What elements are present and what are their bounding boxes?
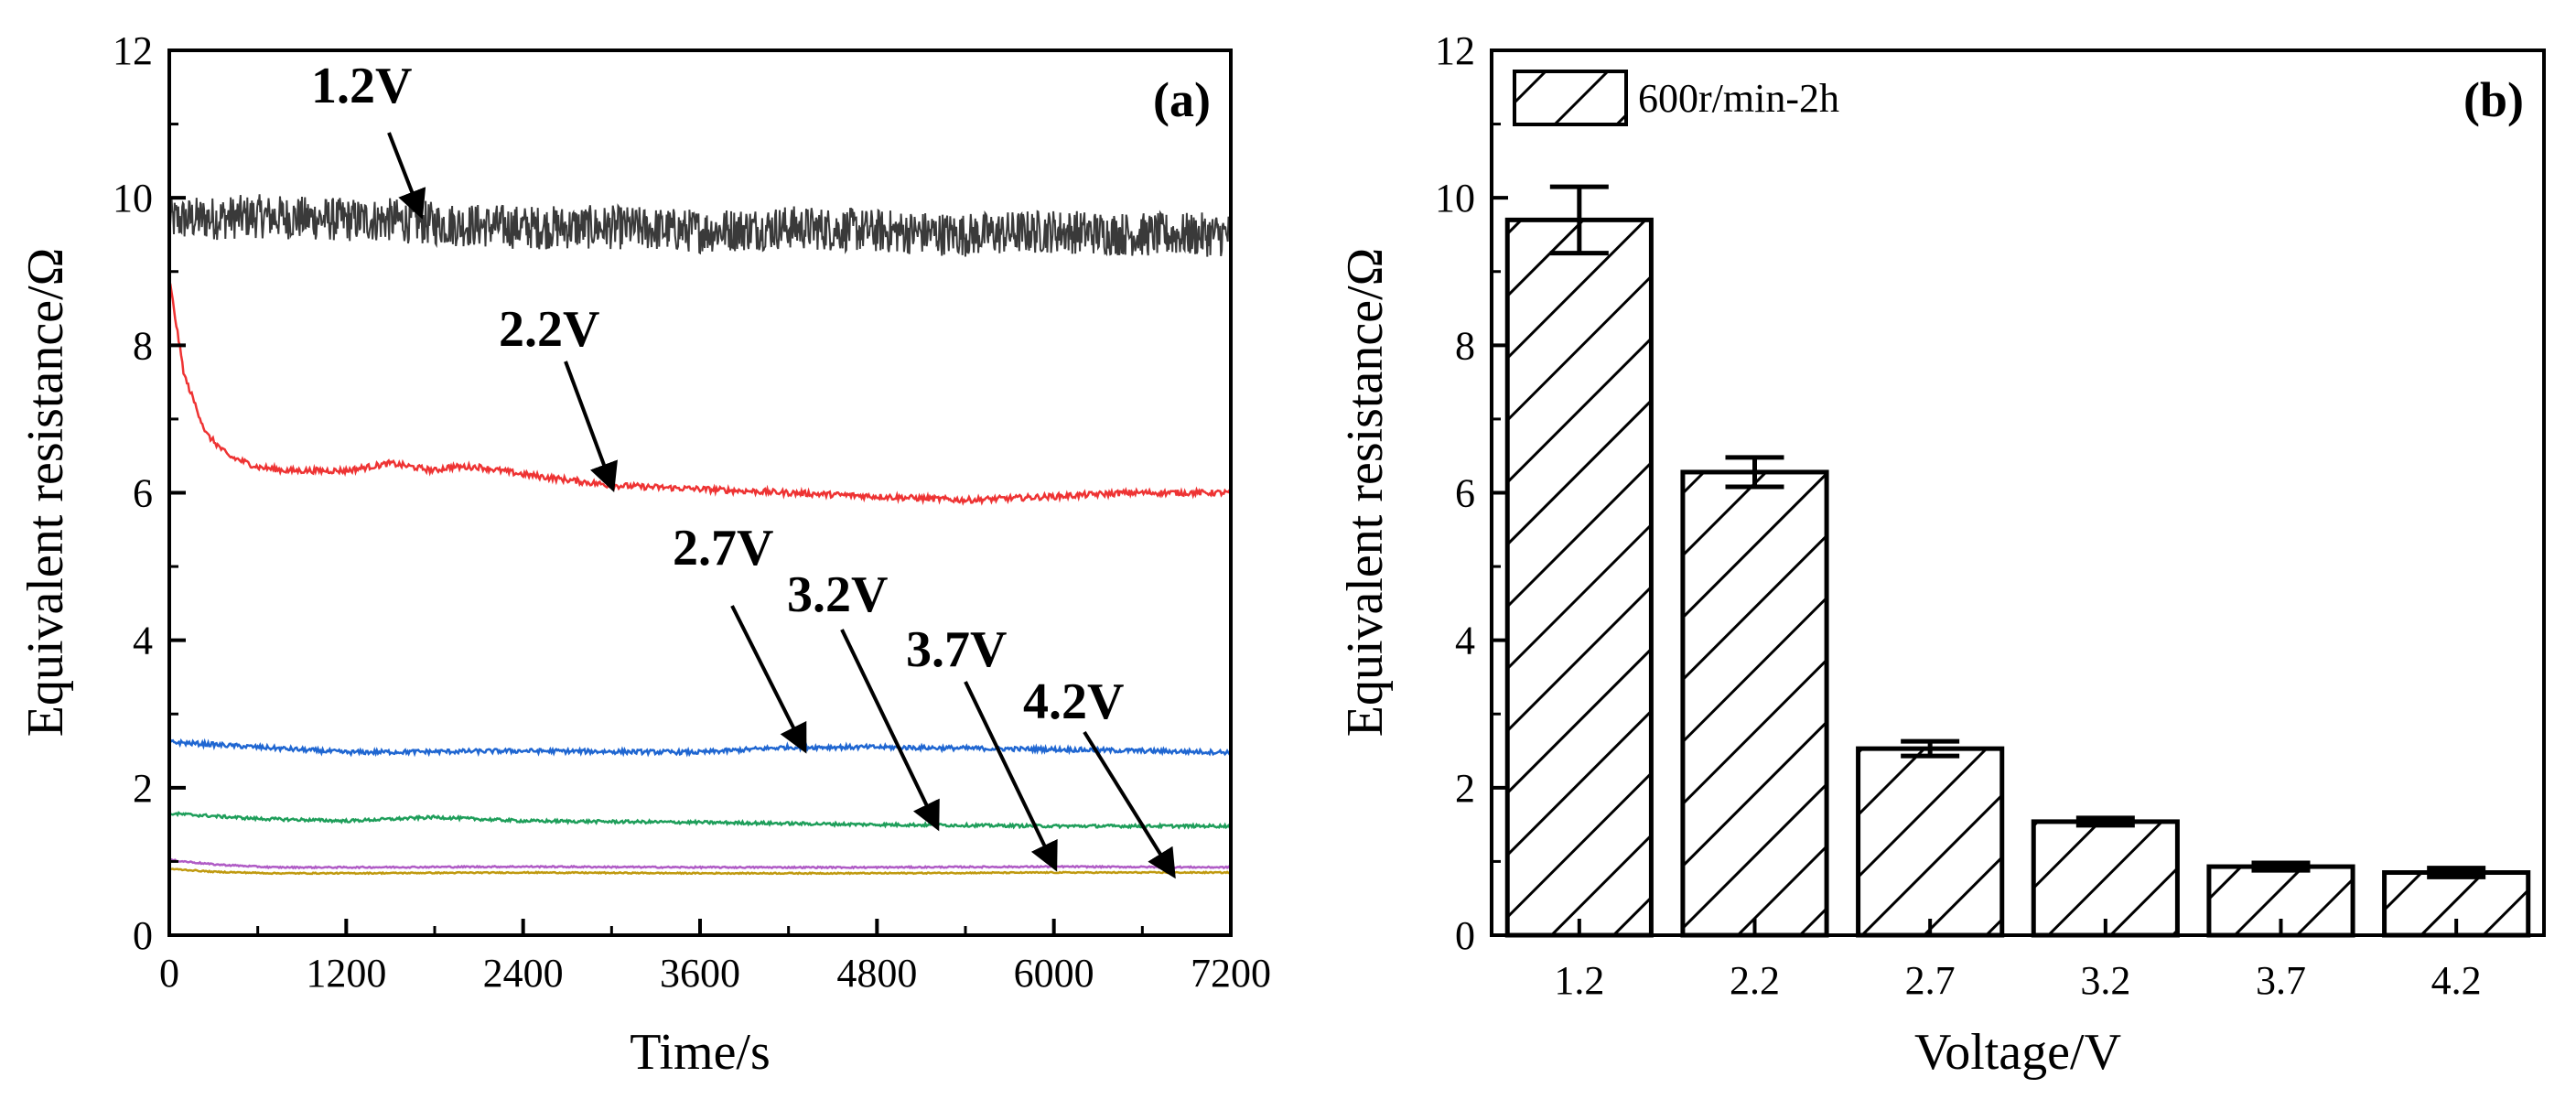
x-tick-label-a: 4800 (836, 951, 917, 996)
x-axis-title-a: Time/s (630, 1024, 771, 1081)
x-tick-label-b: 3.7 (2256, 958, 2306, 1003)
y-tick-label-a: 12 (113, 28, 153, 73)
y-tick-label-a: 0 (133, 913, 153, 958)
line-series-1.2V (169, 194, 1231, 257)
bar-1.2 (1504, 217, 1654, 938)
y-tick-label-a: 10 (113, 176, 153, 221)
plot-frame-a (167, 48, 1233, 937)
line-chart-panel-a: 1.2V2.2V2.7V3.2V3.7V4.2V 0 1200 2400 3600 48… (17, 28, 1271, 1081)
annotation-arrow (840, 629, 940, 832)
x-axis-title-b: Voltage/V (1914, 1024, 2121, 1081)
y-tick-label-a: 8 (133, 323, 153, 368)
bar-3.2 (2031, 819, 2180, 938)
x-tick-label-a: 1200 (306, 951, 386, 996)
y-tick-label-a: 6 (133, 471, 153, 516)
annotation-arrow (730, 605, 807, 754)
annotation-label: 1.2V (311, 58, 412, 114)
annotation-arrow (964, 681, 1058, 872)
bar-2.2 (1680, 469, 1829, 938)
y-tick-label-b: 0 (1455, 913, 1475, 958)
x-tick-label-b: 1.2 (1554, 958, 1604, 1003)
legend: 600r/min-2h (1513, 70, 1839, 126)
line-series-group (169, 194, 1231, 876)
x-tick-label-b: 2.2 (1730, 958, 1780, 1003)
x-tick-label-a: 2400 (483, 951, 564, 996)
line-series-2.7V (169, 738, 1231, 758)
bar-group (1504, 184, 2531, 938)
y-tick-label-b: 2 (1455, 766, 1475, 811)
bar-chart-panel-b: 0 2 4 6 8 10 12 1.2 2.2 2.7 3.2 3.7 4.2 (b) 600r/min… (1337, 28, 2546, 1081)
legend-swatch (1513, 70, 1628, 126)
y-tick-label-a: 2 (133, 766, 153, 811)
line-series-2.2V (169, 279, 1231, 506)
y-tick-label-b: 8 (1455, 323, 1475, 368)
y-tick-label-a: 4 (133, 619, 153, 663)
y-tick-label-b: 12 (1435, 28, 1475, 73)
annotation-label: 2.7V (673, 520, 773, 576)
x-tick-label-a: 7200 (1191, 951, 1271, 996)
y-tick-label-b: 6 (1455, 471, 1475, 516)
line-series-3.7V (169, 857, 1231, 870)
annotation-label: 3.2V (787, 566, 888, 623)
annotation-label: 3.7V (906, 621, 1007, 678)
annotation-group: 1.2V 2.2V 2.7V3.2V 3.7V 4.2V (311, 58, 1176, 879)
y-tick-label-b: 4 (1455, 619, 1475, 663)
panel-label-a: (a) (1153, 72, 1211, 127)
y-axis-title-a: Equivalent resistance/Ω (17, 248, 74, 738)
panel-label-b: (b) (2463, 72, 2524, 127)
annotation-arrow (387, 132, 426, 220)
line-series-3.2V (169, 811, 1231, 830)
annotation-arrow (564, 361, 618, 492)
y-tick-label-b: 10 (1435, 176, 1475, 221)
x-tick-label-b: 3.2 (2080, 958, 2130, 1003)
axes-a: 0 1200 2400 3600 4800 6000 7200 0 2 4 6 8 10 12 (113, 28, 1271, 996)
bar-2.7 (1856, 746, 2005, 938)
x-tick-label-a: 6000 (1014, 951, 1094, 996)
axes-b: 0 2 4 6 8 10 12 1.2 2.2 2.7 3.2 3.7 4.2 (1435, 28, 2482, 1003)
annotation-arrow (1083, 730, 1176, 879)
x-tick-label-a: 0 (159, 951, 179, 996)
plot-frame-b (1490, 48, 2546, 937)
x-tick-label-a: 3600 (660, 951, 740, 996)
line-series-4.2V (169, 867, 1231, 876)
x-tick-label-b: 2.7 (1905, 958, 1956, 1003)
x-tick-label-b: 4.2 (2431, 958, 2482, 1003)
legend-label: 600r/min-2h (1638, 76, 1839, 121)
y-axis-title-b: Equivalent resistance/Ω (1337, 248, 1394, 738)
annotation-label: 4.2V (1023, 673, 1124, 730)
annotation-label: 2.2V (499, 301, 599, 358)
